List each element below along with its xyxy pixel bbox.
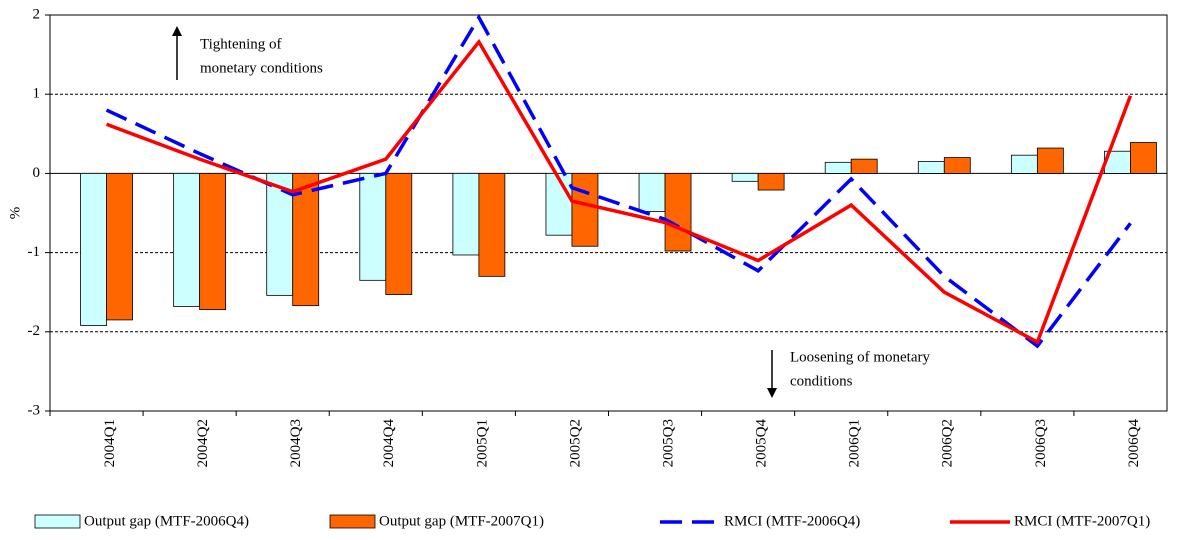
up-arrow-head	[172, 26, 182, 36]
annotation: monetary conditions	[200, 60, 323, 76]
bar	[173, 172, 201, 307]
y-tick-label: 0	[33, 165, 41, 181]
legend-swatch	[34, 514, 81, 529]
bar	[545, 172, 573, 236]
bar	[664, 172, 692, 252]
down-arrow-head	[767, 388, 777, 398]
legend-label: RMCI (MTF-2007Q1)	[1014, 513, 1150, 529]
bar	[385, 172, 413, 295]
y-tick-label: -3	[28, 402, 41, 418]
legend-label: Output gap (MTF-2007Q1)	[379, 513, 544, 529]
line	[105, 38, 1133, 345]
legend-swatch	[329, 514, 376, 529]
x-tick-label: 2006Q4	[1126, 419, 1142, 468]
bar	[1130, 142, 1157, 174]
y-axis-label: %	[7, 207, 23, 220]
annotation: Loosening of monetary	[790, 349, 930, 365]
x-tick-label: 2005Q4	[754, 419, 770, 468]
bar	[943, 157, 971, 174]
line	[105, 13, 1132, 349]
bar	[731, 172, 759, 182]
bar	[824, 161, 852, 174]
bar	[478, 172, 506, 277]
bar	[199, 172, 227, 311]
bar	[106, 172, 133, 321]
x-tick-label: 2006Q1	[847, 419, 863, 467]
bar	[359, 172, 387, 281]
bar	[452, 172, 480, 256]
legend-label: Output gap (MTF-2006Q4)	[84, 513, 249, 529]
x-tick-label: 2004Q3	[288, 419, 304, 467]
bar	[850, 158, 878, 174]
annotation: conditions	[790, 373, 853, 389]
x-tick-label: 2006Q3	[1033, 419, 1049, 467]
legend-label: RMCI (MTF-2006Q4)	[724, 513, 860, 529]
x-tick-label: 2004Q1	[102, 419, 118, 467]
bar	[1010, 154, 1038, 174]
y-tick-label: -2	[28, 323, 41, 339]
y-tick-label: -1	[28, 244, 41, 260]
bar	[638, 172, 666, 212]
y-tick-label: 2	[33, 6, 41, 22]
bar	[917, 161, 945, 174]
bar	[757, 172, 785, 191]
bar	[80, 172, 107, 326]
bar	[571, 172, 599, 247]
x-tick-label: 2004Q4	[381, 419, 397, 468]
x-tick-label: 2005Q2	[567, 419, 583, 467]
y-tick-label: 1	[33, 86, 41, 102]
bar	[1036, 147, 1064, 174]
annotation: Tightening of	[200, 36, 282, 52]
x-tick-label: 2004Q2	[195, 419, 211, 467]
x-tick-label: 2005Q3	[660, 419, 676, 467]
x-tick-label: 2005Q1	[474, 419, 490, 467]
x-tick-label: 2006Q2	[940, 419, 956, 467]
